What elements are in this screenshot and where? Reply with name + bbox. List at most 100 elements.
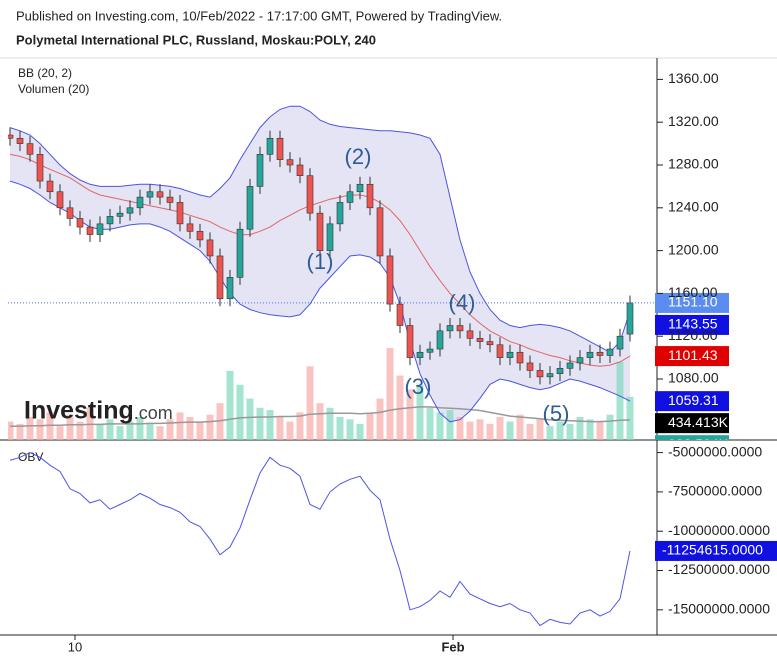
price-tag-label: 434.413K: [668, 414, 729, 430]
candle-body: [236, 228, 244, 278]
volume-label: Volumen (20): [18, 82, 89, 96]
volume-bar: [506, 421, 514, 440]
band-fill: [10, 106, 630, 422]
wave-annotation: (1): [307, 249, 334, 274]
candle-body: [8, 134, 14, 139]
y-tick-label: 1240.00: [668, 199, 719, 215]
volume-bar: [106, 419, 114, 440]
candle-body: [536, 370, 544, 378]
volume-bar: [326, 407, 334, 440]
candle-body: [96, 223, 104, 235]
bb-upper-line: [9, 105, 631, 353]
wave-annotation: (4): [449, 290, 476, 315]
candle-body: [296, 164, 304, 177]
logo-suffix: .com: [134, 403, 173, 423]
candle-body: [286, 159, 294, 166]
volume-bar: [16, 423, 24, 440]
price-tag: [655, 435, 729, 440]
bb-lower-line: [9, 180, 631, 423]
candle-body: [76, 218, 84, 228]
price-tag-label: 1101.43: [668, 347, 718, 363]
candle-body: [616, 335, 624, 350]
candle-body: [456, 325, 464, 332]
price-tag: [655, 314, 729, 335]
volume-bar: [136, 416, 144, 440]
volume-bar: [476, 419, 484, 440]
candle-body: [66, 207, 74, 219]
volume-bar: [166, 419, 174, 440]
candle-body: [356, 183, 364, 193]
candle-body: [566, 362, 574, 369]
volume-bar: [456, 416, 464, 440]
volume-bar: [396, 375, 404, 440]
volume-bar: [286, 421, 294, 440]
published-note: Published on Investing.com, 10/Feb/2022 …: [16, 8, 502, 23]
volume-bar: [66, 414, 74, 440]
candle-body: [36, 154, 44, 182]
volume-bar: [346, 419, 354, 440]
y-tick-label: 1080.00: [668, 370, 719, 386]
candle-body: [556, 368, 564, 374]
candle-body: [446, 325, 454, 332]
volume-bar: [126, 421, 134, 440]
candle-body: [486, 341, 494, 346]
candle-body: [26, 143, 34, 155]
volume-bar: [206, 414, 214, 440]
volume-bar: [306, 366, 314, 440]
volume-ma-line: [10, 406, 631, 427]
volume-bar: [96, 423, 104, 440]
x-tick-label: Feb: [441, 639, 464, 654]
volume-bar: [436, 412, 444, 440]
volume-bar: [516, 414, 524, 440]
volume-bar: [336, 416, 344, 440]
volume-bar: [26, 416, 34, 440]
y-tick-label: 1120.00: [668, 327, 718, 343]
y-tick-label: -12500000.0000: [668, 561, 770, 577]
volume-bar: [496, 416, 504, 440]
candle-body: [436, 330, 444, 350]
volume-bar: [8, 421, 14, 440]
volume-bar: [586, 419, 594, 440]
volume-bar: [606, 414, 614, 440]
volume-bar: [546, 426, 554, 440]
volume-bar: [556, 421, 564, 440]
price-tag: [655, 391, 729, 412]
price-tag-label: 1143.55: [668, 316, 718, 332]
candle-body: [406, 325, 414, 358]
volume-bar: [576, 416, 584, 440]
wave-annotation: (2): [345, 144, 372, 169]
volume-bar: [366, 412, 374, 440]
volume-bar: [36, 419, 44, 440]
volume-bar: [386, 347, 394, 440]
candle-body: [506, 351, 514, 358]
volume-bar: [216, 403, 224, 440]
volume-bar: [236, 384, 244, 440]
candle-body: [86, 226, 94, 235]
volume-bar: [266, 410, 274, 440]
volume-bar: [176, 412, 184, 440]
logo: Investing: [24, 397, 134, 425]
volume-bar: [276, 416, 284, 440]
candle-body: [496, 344, 504, 358]
volume-bar: [616, 361, 624, 440]
volume-bar: [406, 389, 414, 440]
volume-bar: [446, 410, 454, 440]
volume-bar: [316, 403, 324, 440]
volume-bar: [566, 423, 574, 440]
y-tick-label: -7500000.0000: [668, 483, 762, 499]
volume-bar: [296, 412, 304, 440]
candle-body: [196, 231, 204, 241]
price-pane: [8, 105, 655, 440]
candle-body: [626, 302, 634, 335]
price-tag-label: 1059.31: [668, 392, 719, 408]
candle-body: [466, 330, 474, 339]
y-tick-label: 1280.00: [668, 156, 719, 172]
volume-bar: [626, 396, 634, 440]
candle-body: [576, 357, 584, 364]
obv-tag: [655, 540, 777, 561]
candle-body: [276, 137, 284, 160]
candle-body: [516, 351, 524, 364]
y-tick-label: -5000000.0000: [668, 443, 762, 459]
candle-body: [416, 351, 424, 358]
